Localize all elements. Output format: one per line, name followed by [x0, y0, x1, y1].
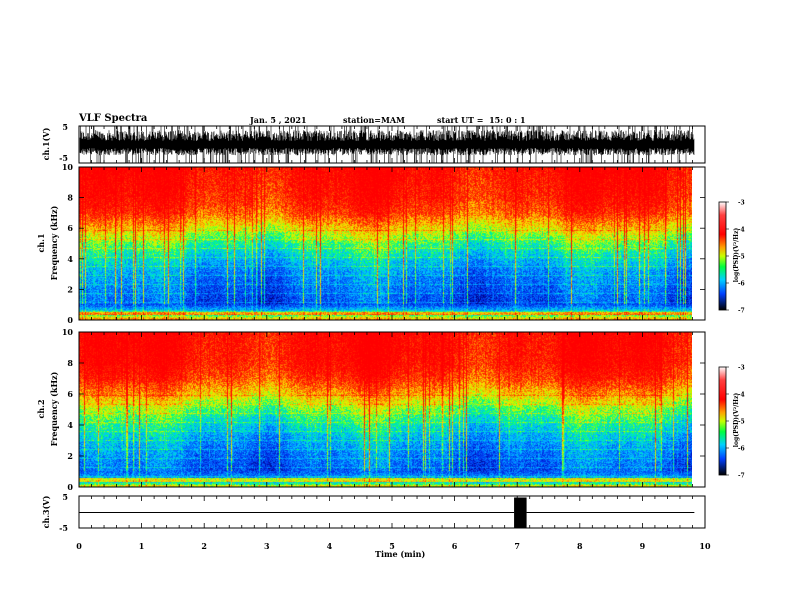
time-tick-label: 1	[139, 541, 145, 551]
ch1-colorbar-scale	[718, 201, 727, 311]
time-tick-label: 4	[327, 541, 333, 551]
ch3-waveform-ylabel: ch.3(V)	[41, 495, 51, 529]
time-tick-label: 6	[452, 541, 458, 551]
ch2-spectrogram-image	[79, 332, 692, 487]
ch1-spectrogram-x-ticks	[78, 167, 706, 320]
time-tick-label: 2	[201, 541, 207, 551]
colorbar-tick-label: -7	[738, 473, 745, 480]
ch2-colorbar-ticks: -3 -4 -5 -6 -7	[726, 365, 745, 480]
colorbar-tick-label: -4	[738, 392, 745, 399]
ch1-waveform-x-ticks	[78, 126, 706, 163]
colorbar-tick-label: -5	[738, 254, 745, 261]
colorbar-tick-label: -6	[738, 281, 745, 288]
figure-title: VLF Spectra	[79, 113, 148, 124]
y-tick-label: 4	[67, 420, 73, 430]
colorbar-tick-label: -3	[738, 365, 745, 372]
ch1-waveform-panel: 5 -5	[59, 122, 706, 164]
y-tick-label: 0	[67, 482, 73, 492]
ch1-waveform-ylabel: ch.1(V)	[41, 127, 51, 161]
date-label: Jan. 5 , 2021	[250, 115, 307, 125]
y-tick-label: 8	[67, 193, 73, 203]
ch1-spectrogram-panel: 10 8 6 4 2 0	[62, 162, 706, 325]
time-tick-label: 5	[389, 541, 395, 551]
station-label: station=MAM	[343, 115, 405, 125]
y-tick-label: 2	[67, 451, 73, 461]
y-tick-label: 10	[62, 327, 74, 337]
ch1-spectrogram-y-ticks: 10 8 6 4 2 0	[62, 162, 705, 325]
ch2-spectrogram-panel: 10 8 6 4 2 0	[62, 327, 706, 492]
ch2-spectrogram-y-ticks: 10 8 6 4 2 0	[62, 327, 705, 492]
y-tick-label: 6	[67, 389, 73, 399]
ch1-colorbar-ticks: -3 -4 -5 -6 -7	[726, 200, 745, 315]
time-tick-label: 9	[640, 541, 646, 551]
ch1-spectrogram-channel-label: ch.1	[36, 233, 46, 253]
y-tick-label: 10	[62, 162, 74, 172]
ch3-waveform-panel: 5 -5	[59, 492, 706, 533]
colorbar-tick-label: -7	[738, 308, 745, 315]
ch2-colorbar: -3 -4 -5 -6 -7	[718, 365, 745, 480]
ch1-spectrogram-image	[79, 167, 692, 320]
ch2-spectrogram-channel-label: ch.2	[36, 399, 46, 419]
ch2-spectrogram-ylabel: Frequency (kHz)	[49, 371, 59, 447]
ch1-ytick-5: 5	[62, 122, 68, 132]
ch3-waveform-marks	[79, 497, 695, 528]
ch3-pulse	[514, 497, 527, 528]
time-tick-label: 8	[577, 541, 583, 551]
start-time-label: start UT = 15: 0 : 1	[437, 115, 526, 125]
y-tick-label: 4	[67, 254, 73, 264]
ch1-spectrogram-ylabel: Frequency (kHz)	[49, 205, 59, 281]
time-tick-label: 7	[514, 541, 520, 551]
colorbar-tick-label: -3	[738, 200, 745, 207]
time-tick-label: 3	[264, 541, 270, 551]
ch3-ytick-neg5: -5	[59, 523, 68, 533]
ch1-ytick-neg5: -5	[59, 153, 68, 163]
ch2-colorbar-scale	[718, 366, 727, 476]
ch1-colorbar: -3 -4 -5 -6 -7	[718, 200, 745, 315]
time-tick-label: 0	[76, 541, 82, 551]
ch1-colorbar-label: log(PSD)(V²/Hz)	[733, 227, 740, 283]
colorbar-tick-label: -4	[738, 227, 745, 234]
colorbar-tick-label: -6	[738, 446, 745, 453]
time-tick-label: 10	[699, 541, 711, 551]
y-tick-label: 6	[67, 223, 73, 233]
ch2-spectrogram-x-ticks	[78, 332, 706, 487]
y-tick-label: 2	[67, 284, 73, 294]
ch3-ytick-5: 5	[62, 492, 68, 502]
y-tick-label: 8	[67, 358, 73, 368]
ch2-colorbar-label: log(PSD)(V²/Hz)	[733, 392, 740, 448]
colorbar-tick-label: -5	[738, 419, 745, 426]
y-tick-label: 0	[67, 315, 73, 325]
ch3-waveform-x-ticks	[78, 496, 706, 528]
ch1-waveform-trace	[79, 126, 695, 163]
time-axis: 0 1 2 3 4 5 6 7 8 9 10	[76, 541, 711, 551]
time-axis-label: Time (min)	[375, 549, 426, 559]
